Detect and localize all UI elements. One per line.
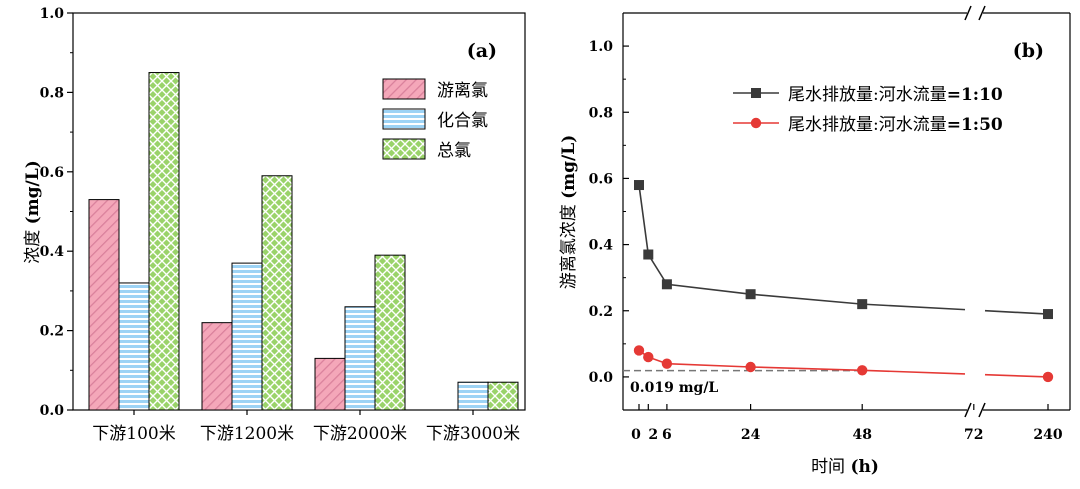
axis-break-mark-0a — [964, 5, 972, 21]
series-marker-1-4 — [857, 365, 868, 376]
y-tick-label-a: 0.4 — [40, 244, 65, 260]
panel-label-a: (a) — [467, 40, 497, 62]
y-axis-label-b-cn: 游离氯浓度 — [559, 199, 579, 289]
series-marker-0-1 — [643, 249, 654, 260]
y-tick-label-a: 0.8 — [40, 85, 64, 101]
x-axis-label-b: 时间 (h) — [811, 457, 879, 477]
y-tick-label-b: 0.4 — [589, 238, 614, 254]
bar-0-0 — [88, 199, 120, 411]
legend-label-a-0: 游离氯 — [437, 81, 488, 101]
y-tick-label-a: 0.6 — [40, 165, 64, 181]
y-tick-label-b: 0.6 — [589, 171, 613, 187]
panel-a: 0.0 0.2 0.4 0.6 0.8 1.0 浓度 (mg/L) 下游100米 下游1200米… — [23, 6, 526, 444]
y-tick-label-a: 1.0 — [40, 6, 65, 22]
bar-0-2 — [314, 357, 346, 411]
series-marker-1-1 — [643, 351, 654, 363]
y-axis-label-a-cn: 浓度 — [23, 224, 43, 263]
legend-label-b-1-text: 尾水排放量:河水流量 — [788, 115, 947, 135]
y-tick-label-a: 0.0 — [40, 403, 65, 419]
bar-1-2 — [344, 306, 376, 411]
axis-break-mark-1a — [964, 402, 972, 418]
x-tick-label-b: 0 — [631, 427, 641, 443]
y-tick-label-b: 1.0 — [589, 39, 614, 55]
series-marker-1-5 — [1042, 371, 1054, 383]
legend-swatch-a-0 — [382, 78, 426, 100]
panel-label-b: (b) — [1013, 40, 1044, 62]
bar-1-3 — [457, 381, 489, 411]
legend-label-b-0-text: 尾水排放量:河水流量 — [788, 85, 947, 105]
x-tick-label-b: 2 — [648, 427, 658, 443]
axis-break-mark-0b — [978, 5, 986, 21]
x-tick-label-b: 240 — [1033, 427, 1062, 443]
series-marker-0-2 — [661, 279, 672, 290]
series-marker-1-3 — [745, 361, 756, 373]
legend-label-b-1-ratio: =1:50 — [947, 115, 1003, 135]
y-axis-label-a-unit: (mg/L) — [23, 160, 43, 224]
series-marker-1-2 — [661, 358, 673, 369]
series-marker-0-5 — [1043, 309, 1053, 320]
x-tick-label-a: 下游3000米 — [426, 424, 520, 444]
legend-label-b-1: 尾水排放量:河水流量=1:50 — [788, 115, 1003, 135]
legend-swatch-a-1 — [382, 108, 426, 130]
bar-2-0 — [148, 72, 180, 411]
bar-0-1 — [201, 322, 233, 411]
series-line-0 — [638, 184, 1049, 315]
bar-1-0 — [118, 282, 150, 411]
bar-2-3 — [487, 381, 519, 411]
bar-2-2 — [374, 254, 406, 411]
x-tick-label-a: 下游2000米 — [313, 424, 407, 444]
x-tick-label-a: 下游100米 — [92, 424, 175, 444]
y-axis-label-b: 游离氯浓度 (mg/L) — [559, 135, 579, 290]
legend-label-a-2: 总氯 — [437, 141, 471, 161]
x-tick-label-a: 下游1200米 — [200, 424, 294, 444]
axis-break-mark-1b — [978, 402, 986, 418]
y-tick-label-b: 0.0 — [589, 370, 614, 386]
panel-b: 0.0 0.2 0.4 0.6 0.8 1.0 游离氯浓度 (mg/L) 0 2 6 24 48 72 2… — [559, 5, 1071, 477]
series-marker-0-3 — [745, 289, 756, 300]
x-tick-label-b: 6 — [662, 427, 672, 443]
x-tick-label-b: 72 — [964, 427, 983, 443]
legend-label-b-0: 尾水排放量:河水流量=1:10 — [788, 85, 1003, 105]
bar-2-1 — [261, 175, 293, 411]
series-line-1 — [638, 349, 1049, 378]
y-tick-label-a: 0.2 — [40, 324, 64, 340]
bar-1-1 — [231, 262, 263, 411]
series-marker-1-0 — [633, 345, 645, 356]
x-tick-label-b: 24 — [741, 427, 761, 443]
series-marker-0-0 — [634, 180, 644, 191]
legend-marker-b-0 — [751, 88, 761, 98]
x-axis-label-b-cn: 时间 — [811, 457, 850, 477]
y-tick-label-b: 0.2 — [589, 304, 613, 320]
y-axis-label-b-unit: (mg/L) — [559, 135, 579, 199]
reference-line-label-b: 0.019 mg/L — [630, 380, 718, 396]
legend-label-b-0-ratio: =1:10 — [947, 85, 1003, 105]
x-tick-label-b: 48 — [852, 427, 871, 443]
y-tick-label-b: 0.8 — [589, 105, 613, 121]
legend-swatch-a-2 — [382, 138, 426, 160]
legend-label-a-1: 化合氯 — [437, 111, 488, 131]
x-axis-label-b-unit: (h) — [850, 457, 878, 477]
legend-marker-b-1 — [750, 117, 762, 129]
series-marker-0-4 — [857, 299, 868, 310]
y-axis-label-a: 浓度 (mg/L) — [23, 160, 43, 264]
